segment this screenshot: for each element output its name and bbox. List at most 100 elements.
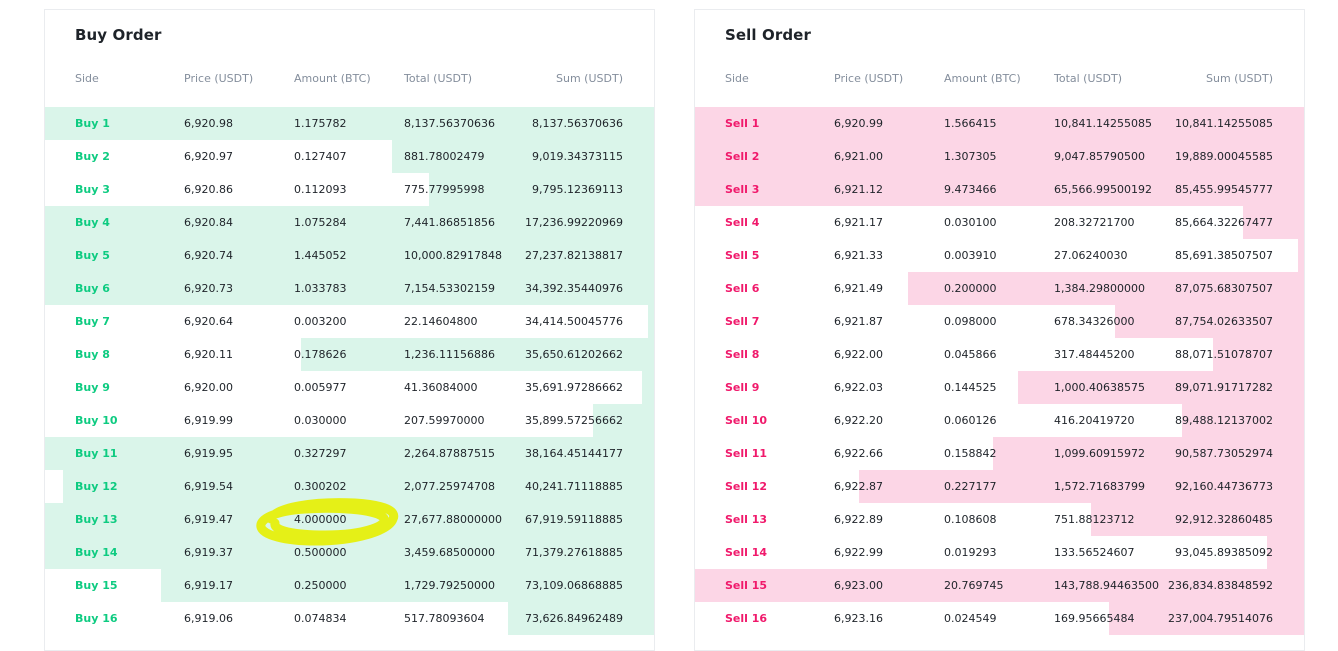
order-row[interactable]: Buy 7 6,920.64 0.003200 22.14604800 34,414.5… — [45, 305, 654, 338]
row-sum: 27,237.82138817 — [525, 249, 623, 262]
order-row[interactable]: Buy 5 6,920.74 1.445052 10,000.82917848 27,2… — [45, 239, 654, 272]
order-row[interactable]: Buy 1 6,920.98 1.175782 8,137.56370636 8,137… — [45, 107, 654, 140]
row-sum: 71,379.27618885 — [525, 546, 623, 559]
order-row[interactable]: Buy 16 6,919.06 0.074834 517.78093604 73,626… — [45, 602, 654, 635]
order-row[interactable]: Sell 10 6,922.20 0.060126 416.20419720 89,48… — [695, 404, 1304, 437]
row-price: 6,921.00 — [834, 150, 883, 163]
row-amount: 0.300202 — [294, 480, 347, 493]
row-amount: 1.175782 — [294, 117, 347, 130]
row-total: 169.95665484 — [1054, 612, 1135, 625]
order-row[interactable]: Sell 1 6,920.99 1.566415 10,841.14255085 10,… — [695, 107, 1304, 140]
depth-bar — [45, 206, 654, 239]
depth-bar — [695, 569, 1304, 602]
order-row[interactable]: Buy 12 6,919.54 0.300202 2,077.25974708 40,2… — [45, 470, 654, 503]
row-side: Buy 10 — [75, 414, 118, 427]
order-row[interactable]: Sell 4 6,921.17 0.030100 208.32721700 85,664… — [695, 206, 1304, 239]
header-price: Price (USDT) — [834, 72, 904, 85]
order-row[interactable]: Buy 11 6,919.95 0.327297 2,264.87887515 38,1… — [45, 437, 654, 470]
row-amount: 9.473466 — [944, 183, 997, 196]
header-side: Side — [725, 72, 749, 85]
row-amount: 1.075284 — [294, 216, 347, 229]
row-side: Sell 15 — [725, 579, 768, 592]
row-side: Buy 4 — [75, 216, 110, 229]
row-side: Buy 8 — [75, 348, 110, 361]
order-row[interactable]: Sell 14 6,922.99 0.019293 133.56524607 93,04… — [695, 536, 1304, 569]
row-total: 1,384.29800000 — [1054, 282, 1145, 295]
row-sum: 38,164.45144177 — [525, 447, 623, 460]
row-price: 6,919.47 — [184, 513, 233, 526]
depth-bar — [859, 470, 1304, 503]
row-sum: 35,899.57256662 — [525, 414, 623, 427]
row-side: Sell 4 — [725, 216, 760, 229]
row-side: Buy 11 — [75, 447, 118, 460]
order-row[interactable]: Sell 6 6,921.49 0.200000 1,384.29800000 87,0… — [695, 272, 1304, 305]
row-amount: 0.200000 — [944, 282, 997, 295]
order-row[interactable]: Sell 13 6,922.89 0.108608 751.88123712 92,91… — [695, 503, 1304, 536]
order-row[interactable]: Sell 3 6,921.12 9.473466 65,566.99500192 85,… — [695, 173, 1304, 206]
depth-bar — [300, 338, 654, 371]
order-row[interactable]: Buy 3 6,920.86 0.112093 775.77995998 9,795.1… — [45, 173, 654, 206]
order-row[interactable]: Buy 2 6,920.97 0.127407 881.78002479 9,019.3… — [45, 140, 654, 173]
row-price: 6,920.86 — [184, 183, 233, 196]
order-row[interactable]: Buy 13 6,919.47 4.000000 27,677.88000000 67,… — [45, 503, 654, 536]
row-price: 6,921.87 — [834, 315, 883, 328]
row-side: Sell 10 — [725, 414, 768, 427]
row-price: 6,922.87 — [834, 480, 883, 493]
depth-bar — [392, 140, 654, 173]
row-total: 2,264.87887515 — [404, 447, 495, 460]
order-row[interactable]: Sell 2 6,921.00 1.307305 9,047.85790500 19,8… — [695, 140, 1304, 173]
order-row[interactable]: Sell 9 6,922.03 0.144525 1,000.40638575 89,0… — [695, 371, 1304, 404]
order-row[interactable]: Buy 6 6,920.73 1.033783 7,154.53302159 34,39… — [45, 272, 654, 305]
row-total: 8,137.56370636 — [404, 117, 495, 130]
row-sum: 85,691.38507507 — [1175, 249, 1273, 262]
row-amount: 0.108608 — [944, 513, 997, 526]
row-sum: 10,841.14255085 — [1175, 117, 1273, 130]
order-row[interactable]: Sell 7 6,921.87 0.098000 678.34326000 87,754… — [695, 305, 1304, 338]
row-amount: 1.566415 — [944, 117, 997, 130]
sell-order-rows: Sell 1 6,920.99 1.566415 10,841.14255085 10,… — [695, 107, 1304, 635]
row-sum: 90,587.73052974 — [1175, 447, 1273, 460]
header-total: Total (USDT) — [1054, 72, 1122, 85]
order-row[interactable]: Sell 15 6,923.00 20.769745 143,788.94463500… — [695, 569, 1304, 602]
row-side: Sell 9 — [725, 381, 760, 394]
row-total: 7,441.86851856 — [404, 216, 495, 229]
row-side: Buy 7 — [75, 315, 110, 328]
order-row[interactable]: Buy 14 6,919.37 0.500000 3,459.68500000 71,3… — [45, 536, 654, 569]
order-row[interactable]: Sell 16 6,923.16 0.024549 169.95665484 237,0… — [695, 602, 1304, 635]
order-row[interactable]: Sell 11 6,922.66 0.158842 1,099.60915972 90,… — [695, 437, 1304, 470]
row-total: 317.48445200 — [1054, 348, 1135, 361]
row-side: Buy 14 — [75, 546, 118, 559]
order-row[interactable]: Buy 8 6,920.11 0.178626 1,236.11156886 35,65… — [45, 338, 654, 371]
row-price: 6,923.16 — [834, 612, 883, 625]
depth-bar — [507, 602, 654, 635]
row-side: Buy 1 — [75, 117, 110, 130]
row-side: Buy 6 — [75, 282, 110, 295]
row-price: 6,920.00 — [184, 381, 233, 394]
order-row[interactable]: Buy 15 6,919.17 0.250000 1,729.79250000 73,1… — [45, 569, 654, 602]
row-total: 751.88123712 — [1054, 513, 1135, 526]
order-row[interactable]: Buy 4 6,920.84 1.075284 7,441.86851856 17,23… — [45, 206, 654, 239]
order-row[interactable]: Sell 12 6,922.87 0.227177 1,572.71683799 92,… — [695, 470, 1304, 503]
order-row[interactable]: Buy 10 6,919.99 0.030000 207.59970000 35,899… — [45, 404, 654, 437]
row-side: Sell 7 — [725, 315, 760, 328]
row-price: 6,922.00 — [834, 348, 883, 361]
order-row[interactable]: Sell 8 6,922.00 0.045866 317.48445200 88,071… — [695, 338, 1304, 371]
depth-bar — [160, 569, 654, 602]
row-price: 6,919.54 — [184, 480, 233, 493]
header-sum: Sum (USDT) — [556, 72, 623, 85]
row-sum: 9,019.34373115 — [532, 150, 623, 163]
row-sum: 92,912.32860485 — [1175, 513, 1273, 526]
row-sum: 19,889.00045585 — [1175, 150, 1273, 163]
order-row[interactable]: Buy 9 6,920.00 0.005977 41.36084000 35,691.9… — [45, 371, 654, 404]
row-total: 678.34326000 — [1054, 315, 1135, 328]
row-amount: 0.112093 — [294, 183, 347, 196]
row-sum: 40,241.71118885 — [525, 480, 623, 493]
row-sum: 17,236.99220969 — [525, 216, 623, 229]
row-price: 6,922.66 — [834, 447, 883, 460]
row-price: 6,921.17 — [834, 216, 883, 229]
order-row[interactable]: Sell 5 6,921.33 0.003910 27.06240030 85,691.… — [695, 239, 1304, 272]
row-sum: 73,626.84962489 — [525, 612, 623, 625]
row-amount: 0.327297 — [294, 447, 347, 460]
row-sum: 85,664.32267477 — [1175, 216, 1273, 229]
header-side: Side — [75, 72, 99, 85]
